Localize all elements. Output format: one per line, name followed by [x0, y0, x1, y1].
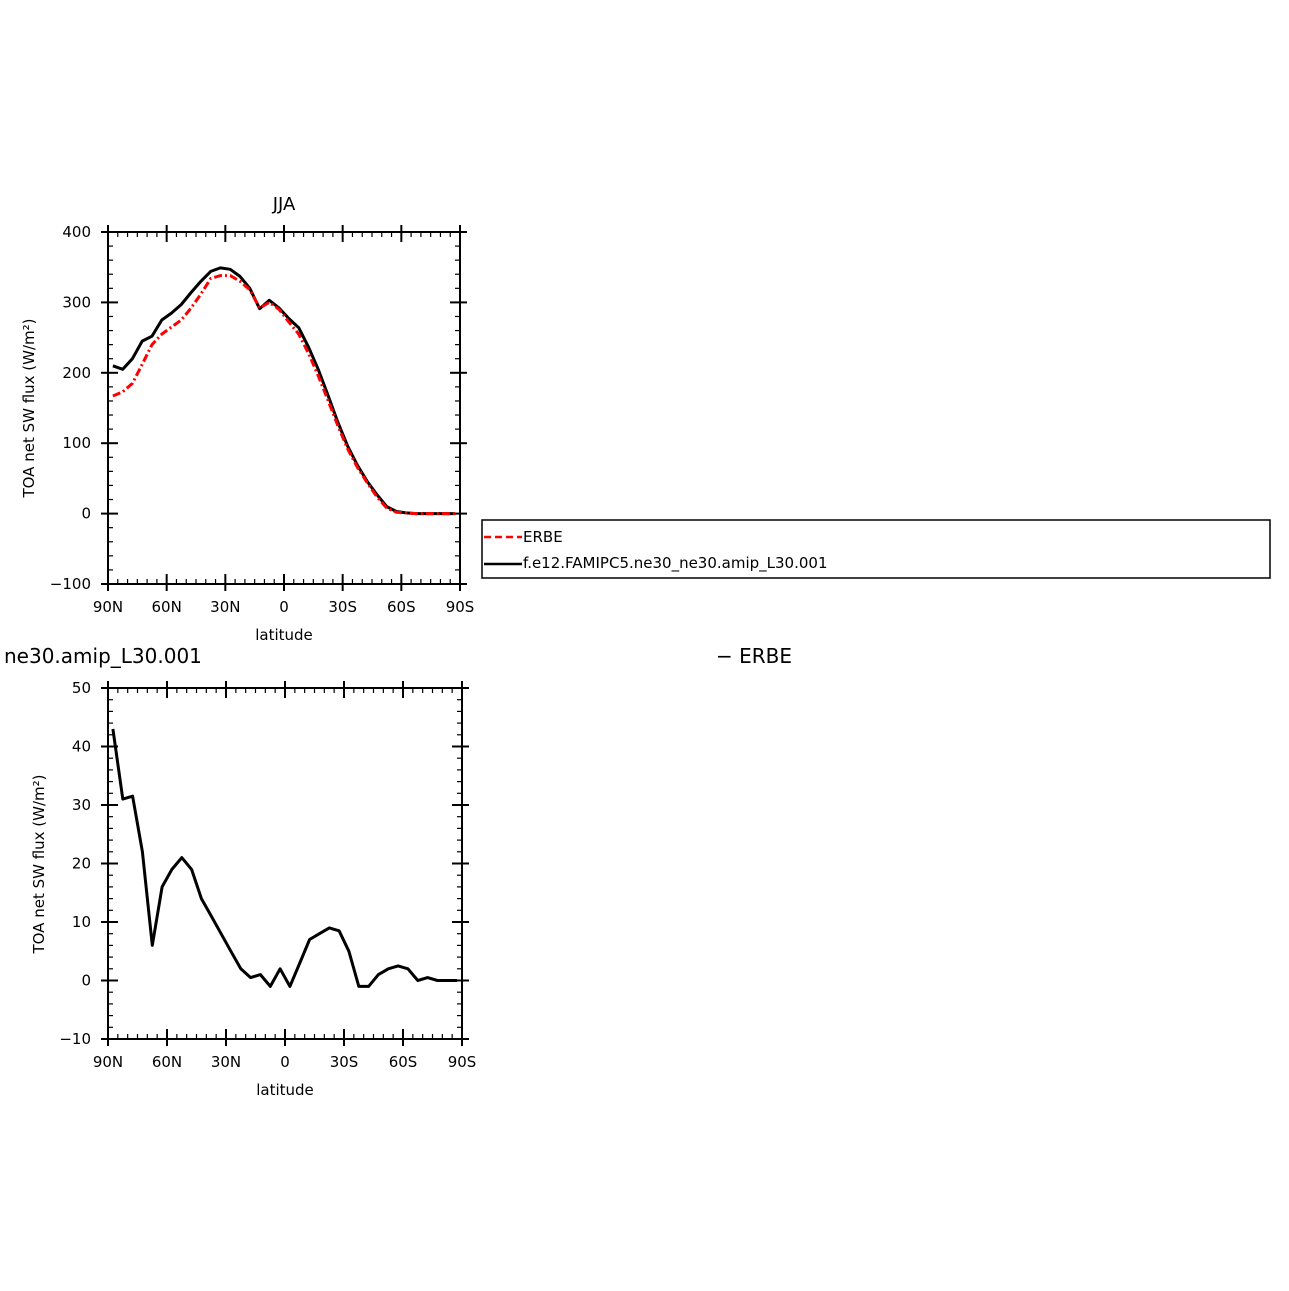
x-tick-label: 0	[280, 1053, 290, 1071]
bottom-panel-x-axis-title: latitude	[256, 1081, 314, 1099]
x-tick-label: 60N	[152, 1053, 182, 1071]
y-tick-label: −10	[59, 1030, 91, 1048]
model-line	[112, 266, 456, 516]
top-panel-frame	[107, 231, 461, 585]
bottom-panel-left-title: ne30.amip_L30.001	[4, 644, 202, 668]
x-tick-label: 30N	[211, 1053, 241, 1071]
y-tick-label: 40	[72, 738, 91, 756]
y-tick-label: 100	[62, 434, 91, 452]
y-tick-label: 400	[62, 223, 91, 241]
y-tick-label: 0	[81, 505, 91, 523]
x-tick-label: 30S	[330, 1053, 359, 1071]
x-tick-label: 90N	[93, 1053, 123, 1071]
top-panel-x-tick-labels: 90N 60N 30N 0 30S 60S 90S	[93, 598, 474, 616]
bottom-panel-frame	[107, 687, 463, 1040]
legend-box	[481, 519, 1271, 579]
x-tick-label: 90N	[93, 598, 123, 616]
x-tick-label: 60S	[387, 598, 416, 616]
y-tick-label: 10	[72, 913, 91, 931]
top-panel-y-tick-labels: 400 300 200 100 0 −100	[50, 223, 91, 593]
y-tick-label: −100	[50, 575, 91, 593]
legend: ERBE f.e12.FAMIPC5.ne30_ne30.amip_L30.00…	[481, 519, 1271, 579]
y-tick-label: 300	[62, 293, 91, 311]
legend-erbe-label: ERBE	[523, 528, 563, 546]
top-panel-ticks	[101, 225, 467, 591]
bottom-panel-ticks	[101, 681, 469, 1046]
bottom-panel-series	[111, 728, 458, 988]
x-tick-label: 90S	[448, 1053, 477, 1071]
top-panel-y-axis-title: TOA net SW flux (W/m²)	[20, 318, 38, 498]
y-tick-label: 20	[72, 855, 91, 873]
model-line	[111, 728, 458, 988]
bottom-panel-right-title: − ERBE	[716, 644, 792, 668]
y-tick-label: 200	[62, 364, 91, 382]
y-tick-label: 50	[72, 679, 91, 697]
bottom-panel-y-tick-labels: 50 40 30 20 10 0 −10	[59, 679, 91, 1048]
y-tick-label: 0	[81, 972, 91, 990]
bottom-panel: 50 40 30 20 10 0 −10 90N 60N 30N 0 30S 60S 90S latit…	[30, 679, 476, 1099]
legend-model-label: f.e12.FAMIPC5.ne30_ne30.amip_L30.001	[523, 554, 828, 573]
x-tick-label: 30N	[210, 598, 240, 616]
top-panel-x-axis-title: latitude	[255, 626, 313, 644]
x-tick-label: 90S	[446, 598, 475, 616]
bottom-panel-y-axis-title: TOA net SW flux (W/m²)	[30, 774, 48, 954]
x-tick-label: 0	[279, 598, 289, 616]
top-panel-title: JJA	[272, 194, 296, 215]
bottom-panel-x-tick-labels: 90N 60N 30N 0 30S 60S 90S	[93, 1053, 476, 1071]
y-tick-label: 30	[72, 796, 91, 814]
erbe-line	[112, 274, 456, 516]
top-panel-series	[112, 266, 456, 516]
x-tick-label: 30S	[328, 598, 357, 616]
x-tick-label: 60N	[152, 598, 182, 616]
x-tick-label: 60S	[389, 1053, 418, 1071]
